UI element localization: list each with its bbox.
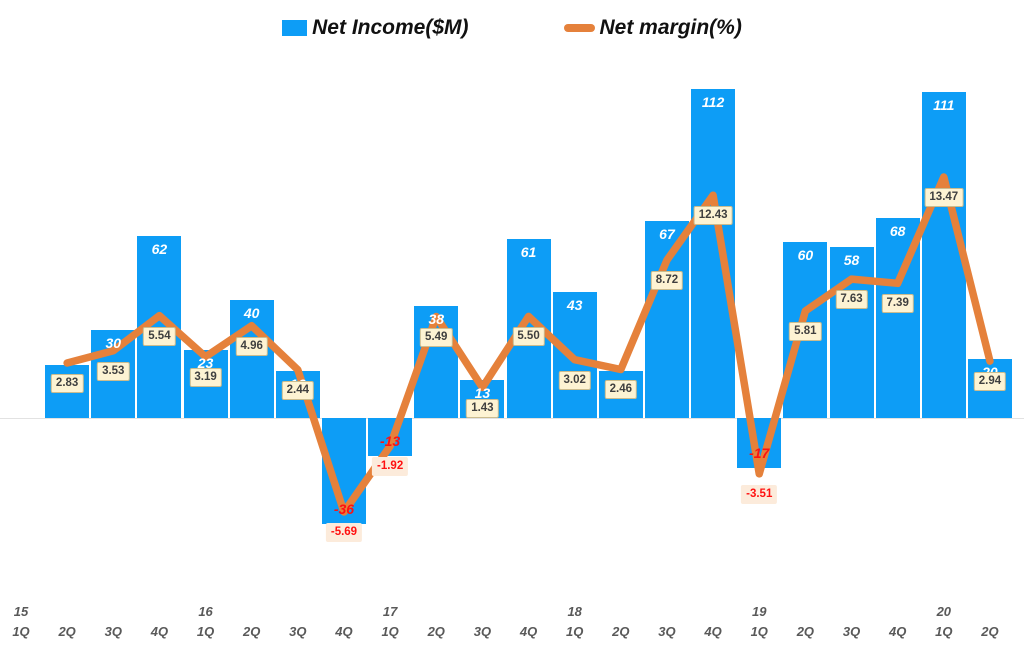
- x-axis-quarter-label: 4Q: [150, 624, 169, 639]
- net-income-value-label: -36: [333, 500, 355, 517]
- net-margin-value-label: 2.94: [973, 372, 1007, 392]
- legend-item-net-margin: Net margin(%): [563, 16, 742, 40]
- net-income-value-label: 62: [151, 240, 168, 257]
- net-income-value-label: 23: [197, 355, 214, 372]
- x-axis-quarter-label: 2Q: [612, 624, 630, 639]
- net-margin-value-label: 3.53: [97, 361, 130, 381]
- net-income-value-label: 30: [105, 334, 122, 351]
- x-axis-quarter-label: 1Q: [12, 624, 30, 639]
- x-axis-quarter-label: 4Q: [888, 624, 907, 639]
- net-margin-value-label: 5.50: [512, 327, 545, 347]
- net-income-bar: [921, 91, 966, 418]
- net-margin-legend-label: Net margin(%): [599, 16, 742, 39]
- x-axis-quarter-label: 4Q: [335, 624, 353, 639]
- net-margin-value-label: 12.43: [693, 206, 733, 226]
- net-income-value-label: 112: [701, 93, 725, 110]
- zero-baseline: [0, 418, 1024, 419]
- x-axis-quarter-label: 2Q: [796, 624, 815, 639]
- x-axis-quarter-label: 1Q: [381, 624, 399, 639]
- net-income-value-label: 38: [428, 311, 445, 328]
- net-margin-value-label: 1.43: [466, 398, 499, 418]
- x-axis-quarter-label: 1Q: [566, 624, 584, 639]
- net-margin-value-label: 5.81: [789, 321, 822, 341]
- net-income-value-label: 43: [566, 296, 583, 313]
- x-axis-year-label: 19: [752, 604, 767, 619]
- net-income-value-label: 60: [797, 246, 814, 263]
- x-axis-quarter-label: 3Q: [658, 624, 676, 639]
- x-axis-year-label: 16: [198, 604, 213, 619]
- net-income-swatch-icon: [282, 20, 308, 36]
- x-axis-year-label: 17: [382, 604, 398, 619]
- net-margin-value-label: 2.83: [50, 374, 84, 394]
- net-margin-value-label: 8.72: [650, 271, 684, 291]
- net-margin-swatch-icon: [563, 24, 595, 32]
- x-axis-quarter-label: 2Q: [243, 624, 261, 639]
- net-margin-value-label: 4.96: [235, 336, 268, 356]
- net-income-value-label: 111: [933, 96, 955, 113]
- legend: Net Income($M) Net margin(%): [0, 16, 1024, 40]
- x-axis-quarter-label: 3Q: [473, 624, 492, 639]
- x-axis-quarter-label: 2Q: [981, 624, 999, 639]
- x-axis-quarter-label: 2Q: [58, 624, 76, 639]
- x-axis-quarter-label: 3Q: [104, 624, 122, 639]
- net-margin-value-label: 3.02: [558, 370, 591, 390]
- net-income-value-label: 61: [520, 243, 537, 260]
- net-income-value-label: 13: [474, 384, 491, 401]
- net-margin-value-label: -3.51: [741, 484, 778, 504]
- x-axis-quarter-label: 4Q: [704, 624, 722, 639]
- net-income-legend-label: Net Income($M): [312, 16, 469, 39]
- x-axis-quarter-label: 1Q: [750, 624, 768, 639]
- net-income-value-label: 67: [659, 226, 675, 243]
- net-margin-value-label: 7.63: [835, 290, 868, 310]
- net-income-value-label: 40: [243, 305, 260, 322]
- net-income-bar: [829, 247, 874, 418]
- x-axis-quarter-label: 2Q: [427, 624, 445, 639]
- net-margin-value-label: 5.49: [420, 327, 453, 347]
- net-margin-value-label: 7.39: [881, 294, 914, 314]
- net-margin-value-label: -1.92: [372, 457, 409, 477]
- x-axis-year-label: 18: [567, 604, 582, 619]
- net-income-value-label: 68: [889, 223, 906, 240]
- net-income-bar: [875, 218, 920, 418]
- net-margin-value-label: -5.69: [325, 522, 363, 542]
- x-axis-year-label: 20: [936, 604, 952, 619]
- x-axis-quarter-label: 4Q: [519, 624, 538, 639]
- net-margin-value-label: 3.19: [189, 367, 222, 387]
- x-axis-quarter-label: 3Q: [842, 624, 861, 639]
- x-axis-year-label: 15: [13, 604, 29, 619]
- x-axis-quarter-label: 1Q: [196, 624, 215, 639]
- net-margin-value-label: 13.47: [924, 188, 964, 208]
- net-income-value-label: -17: [749, 444, 770, 461]
- net-income-value-label: -13: [379, 433, 401, 450]
- x-axis-quarter-label: 3Q: [289, 624, 307, 639]
- net-income-value-label: 58: [843, 252, 860, 269]
- net-margin-value-label: 5.54: [143, 326, 176, 346]
- net-income-bar: [644, 221, 689, 418]
- net-margin-value-label: 2.46: [604, 380, 638, 400]
- legend-item-net-income: Net Income($M): [282, 16, 469, 40]
- net-margin-value-label: 2.44: [281, 380, 315, 400]
- net-income-bar: [691, 88, 736, 418]
- x-axis-quarter-label: 1Q: [935, 624, 953, 639]
